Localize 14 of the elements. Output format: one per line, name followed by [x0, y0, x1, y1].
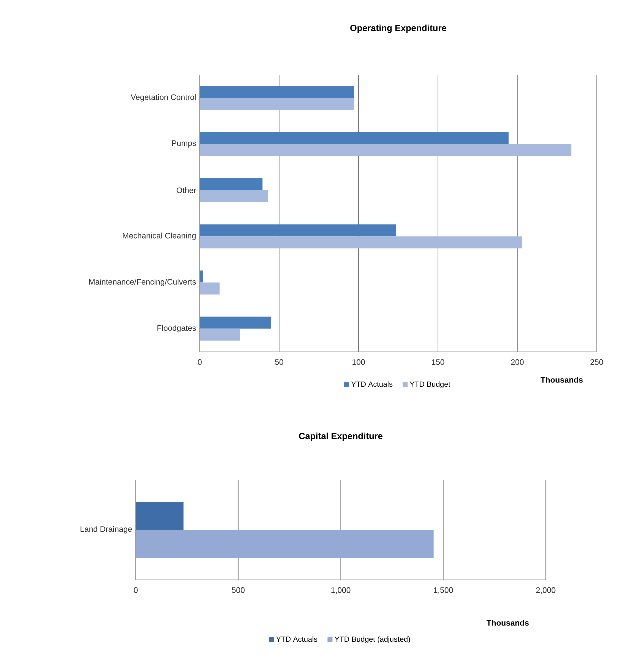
bar [200, 282, 220, 295]
bar [200, 328, 240, 341]
bar [200, 224, 396, 237]
bar [200, 98, 354, 110]
bar [200, 86, 354, 98]
chart-title: Capital Expenditure [299, 432, 383, 442]
bar [200, 132, 509, 144]
bar [200, 178, 263, 190]
chart-title: Operating Expenditure [350, 24, 447, 34]
bar [200, 236, 522, 249]
bar [200, 144, 572, 156]
bar [200, 190, 268, 202]
bar [200, 270, 204, 283]
bar [200, 316, 272, 329]
